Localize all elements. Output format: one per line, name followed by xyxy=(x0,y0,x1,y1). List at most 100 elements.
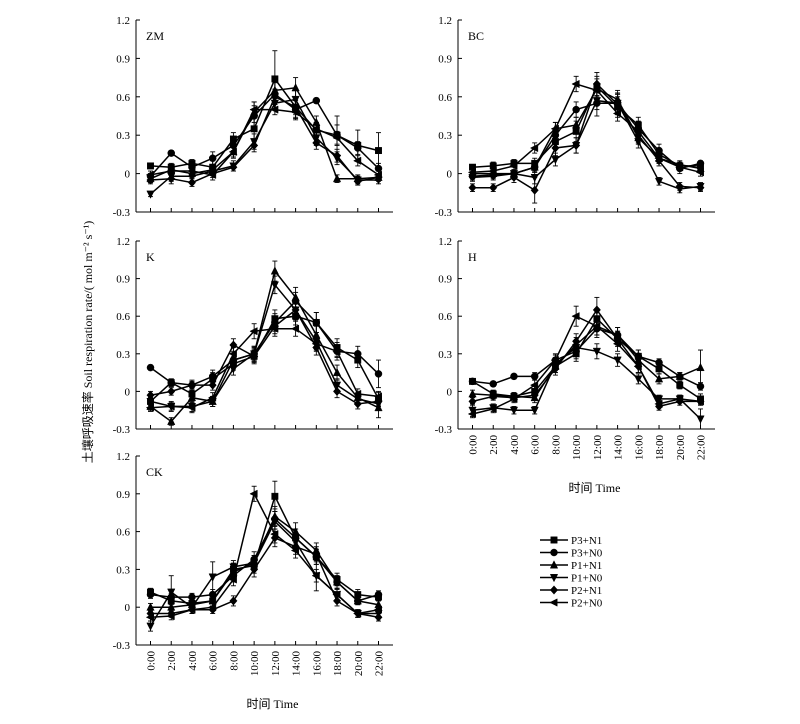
data-point xyxy=(530,390,539,400)
x-tick-label: 0:00 xyxy=(468,435,480,455)
y-tick-label: 1.2 xyxy=(116,15,130,27)
series-p1-n1 xyxy=(146,505,383,612)
data-point xyxy=(167,378,175,387)
y-tick-label: 0.6 xyxy=(438,311,452,323)
data-point xyxy=(290,108,300,117)
data-point xyxy=(167,386,176,396)
x-tick-label: 20:00 xyxy=(353,651,365,677)
data-point xyxy=(271,492,279,500)
panel-bc: -0.3 0 0.3 0.6 0.9 1.2 BC xyxy=(435,15,715,219)
data-point xyxy=(270,105,279,114)
legend-marker xyxy=(549,585,559,595)
data-point xyxy=(373,605,382,614)
data-point xyxy=(467,409,476,419)
data-point xyxy=(270,530,279,539)
data-point xyxy=(353,176,362,186)
data-point xyxy=(166,611,175,621)
y-tick-label: 0.3 xyxy=(438,130,452,142)
y-tick-label: 0.9 xyxy=(116,274,130,286)
x-axis-title: 时间 Time xyxy=(247,697,299,711)
data-point xyxy=(146,363,155,372)
x-tick-label: 18:00 xyxy=(654,435,666,461)
data-point xyxy=(592,86,601,95)
y-tick-label: 0.3 xyxy=(116,130,130,142)
data-point xyxy=(373,392,382,401)
y-tick-label: 0.6 xyxy=(116,527,130,539)
y-tick-label: 0.9 xyxy=(116,489,130,501)
data-point xyxy=(145,170,154,179)
series-p2-n1 xyxy=(468,72,705,204)
x-tick-label: 4:00 xyxy=(509,435,521,455)
data-point xyxy=(696,415,705,424)
data-point xyxy=(249,489,258,498)
x-tick-label: 2:00 xyxy=(488,435,500,455)
y-tick-label: 0.9 xyxy=(116,53,130,65)
data-point xyxy=(571,312,580,321)
series-line xyxy=(150,269,379,423)
x-axis-title: 时间 Time xyxy=(569,481,621,495)
data-point xyxy=(696,362,705,372)
series-p2-n0 xyxy=(467,75,704,177)
data-point xyxy=(146,390,155,400)
data-point xyxy=(572,120,581,129)
legend-label: P1+N0 xyxy=(571,573,603,585)
y-tick-label: 0.9 xyxy=(438,53,452,65)
data-point xyxy=(312,318,321,327)
data-point xyxy=(249,105,258,114)
data-point xyxy=(229,596,238,606)
legend-label: P2+N1 xyxy=(571,585,602,597)
y-tick-label: 1.2 xyxy=(438,15,452,27)
data-point xyxy=(374,590,383,599)
data-point xyxy=(489,183,498,193)
series-line xyxy=(149,315,380,402)
data-point xyxy=(675,163,684,172)
series-p2-n1 xyxy=(468,296,705,412)
data-point xyxy=(207,393,217,402)
data-point xyxy=(167,416,176,425)
data-point xyxy=(332,173,342,183)
data-point xyxy=(510,372,518,381)
y-tick-label: 0.3 xyxy=(438,349,452,361)
series-p3-n0 xyxy=(468,319,705,391)
series-p3-n1 xyxy=(469,308,704,405)
panel-label: K xyxy=(146,250,155,264)
data-point xyxy=(551,143,560,153)
legend-item: P3+N1 xyxy=(540,535,602,547)
x-tick-label: 14:00 xyxy=(613,435,625,461)
data-point xyxy=(633,127,642,136)
series-line xyxy=(150,491,379,619)
y-tick-label: 1.2 xyxy=(116,236,130,248)
data-point xyxy=(571,79,580,89)
data-point xyxy=(612,109,622,118)
data-point xyxy=(187,392,197,402)
y-tick-label: 0.3 xyxy=(116,564,130,576)
x-tick-label: 14:00 xyxy=(291,651,303,677)
legend-label: P3+N0 xyxy=(571,548,603,560)
y-tick-label: -0.3 xyxy=(113,640,131,652)
series-line xyxy=(150,283,379,408)
data-point xyxy=(509,161,518,171)
data-point xyxy=(166,402,175,411)
data-point xyxy=(489,391,498,401)
y-tick-label: 0.6 xyxy=(116,92,130,104)
data-point xyxy=(187,166,196,176)
panel-label: H xyxy=(468,250,477,264)
y-tick-label: 1.2 xyxy=(116,451,130,463)
y-tick-label: 0 xyxy=(125,169,131,181)
data-point xyxy=(146,190,155,199)
data-point xyxy=(207,170,217,179)
series-p2-n0 xyxy=(467,305,704,419)
data-point xyxy=(229,365,238,374)
series-p2-n0 xyxy=(145,101,382,181)
x-tick-label: 0:00 xyxy=(146,651,158,671)
data-point xyxy=(167,174,176,184)
data-point xyxy=(208,573,217,582)
data-point xyxy=(333,151,342,161)
x-tick-label: 8:00 xyxy=(228,651,240,671)
x-tick-label: 20:00 xyxy=(675,435,687,461)
data-point xyxy=(551,156,560,165)
series-p2-n0 xyxy=(145,485,382,622)
data-point xyxy=(374,370,383,378)
